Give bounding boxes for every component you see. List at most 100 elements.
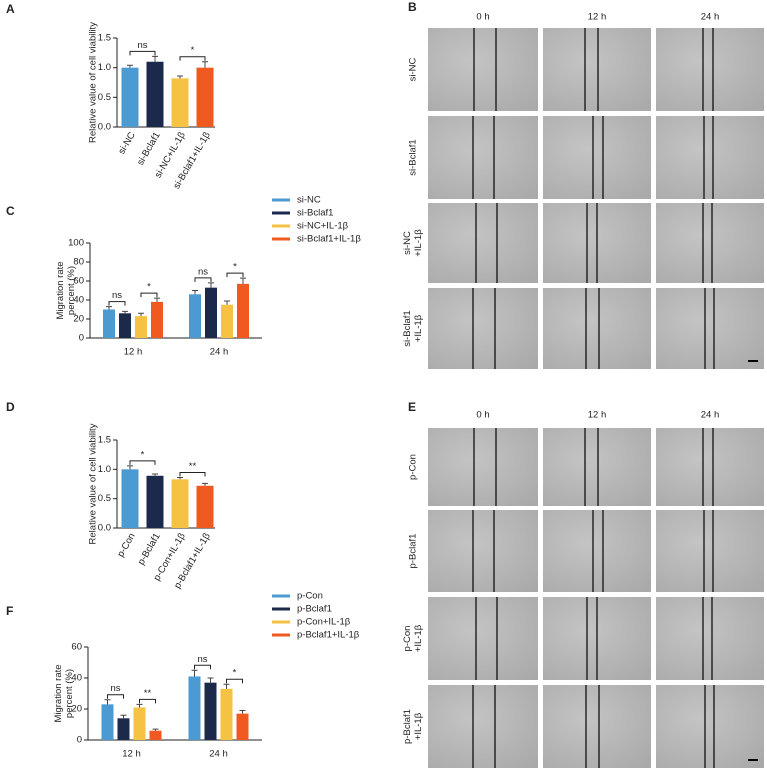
significance-bracket: [194, 277, 212, 282]
bar: [171, 479, 189, 528]
y-tick-label: 0.0: [98, 122, 111, 133]
significance-bracket: [108, 301, 126, 306]
y-tick-label: 0.5: [98, 92, 111, 103]
bar: [189, 294, 201, 338]
significance-label: ns: [198, 266, 208, 277]
significance-bracket: [139, 698, 156, 704]
bar: [133, 707, 146, 740]
bar: [121, 469, 139, 528]
y-tick-label: 1.5: [98, 435, 111, 446]
error-bar: [208, 282, 214, 288]
bar: [117, 718, 130, 740]
x-tick-label: 12 h: [122, 749, 141, 760]
error-bar: [154, 297, 160, 302]
legend-label: si-NC+IL-1β: [297, 221, 349, 232]
column-header: 12 h: [588, 410, 607, 421]
error-bar: [120, 714, 127, 719]
error-bar: [192, 290, 198, 295]
y-tick-label: 80: [73, 257, 84, 268]
micrograph: [656, 116, 764, 199]
micrograph: [428, 116, 538, 199]
panel-letter: E: [408, 400, 416, 414]
bar: [188, 676, 201, 740]
legend-label: p-Con: [297, 591, 323, 602]
legend-label: si-NC: [297, 195, 321, 206]
error-bar: [127, 465, 133, 470]
micrograph: [428, 597, 538, 680]
significance-label: **: [189, 461, 197, 472]
significance-bracket: [140, 292, 158, 298]
row-label: p-Con: [402, 626, 413, 652]
x-tick-label: 24 h: [210, 347, 229, 358]
column-header: 12 h: [588, 12, 607, 23]
significance-label: ns: [110, 683, 120, 694]
bar: [121, 67, 139, 127]
significance-label: *: [147, 282, 151, 293]
x-tick-label: p-Con: [115, 531, 137, 559]
significance-bracket: [226, 272, 244, 278]
bar: [149, 730, 162, 740]
bar: [119, 313, 131, 338]
y-tick-label: 0.0: [98, 523, 111, 534]
column-header: 24 h: [701, 410, 720, 421]
y-tick-label: 60: [71, 642, 82, 653]
y-axis-label: Migration rate: [53, 664, 64, 722]
significance-bracket: [226, 678, 243, 684]
error-bar: [191, 669, 198, 677]
y-tick-label: 1.5: [98, 33, 111, 44]
bar: [151, 301, 163, 338]
micrograph: [656, 510, 764, 592]
bar: [103, 309, 115, 338]
x-tick-label: si-Bclaf1: [135, 130, 163, 167]
micrograph: [543, 428, 651, 506]
y-axis-label: Relative value of cell viability: [88, 423, 99, 544]
micrograph: [656, 28, 764, 111]
significance-label: **: [144, 688, 152, 699]
y-tick-label: 100: [68, 238, 84, 249]
panel-letter: A: [6, 2, 15, 16]
bar: [220, 688, 233, 740]
significance-label: *: [191, 45, 195, 56]
bar: [236, 713, 249, 740]
micrograph: [428, 28, 538, 111]
significance-bracket: [107, 694, 124, 699]
error-bar: [207, 677, 214, 683]
micrograph: [428, 428, 538, 506]
bar: [101, 704, 114, 740]
micrograph: [656, 685, 764, 768]
error-bar: [239, 710, 246, 714]
error-bar: [152, 473, 158, 476]
significance-label: *: [233, 668, 237, 679]
significance-bracket: [179, 56, 206, 61]
row-label: +IL-1β: [413, 314, 424, 342]
legend-label: si-Bclaf1+IL-1β: [297, 234, 361, 245]
y-axis-label: percent (%): [66, 266, 77, 315]
error-bar: [138, 312, 144, 317]
row-label: p-Con: [408, 454, 419, 480]
error-bar: [106, 306, 112, 310]
micrograph: [543, 510, 651, 592]
bar: [204, 682, 217, 740]
y-tick-label: 0.5: [98, 493, 111, 504]
bar: [205, 287, 217, 338]
significance-bracket: [194, 664, 211, 670]
legend-label: p-Con+IL-1β: [297, 617, 351, 628]
row-label: si-NC: [402, 231, 413, 255]
error-bar: [177, 477, 183, 480]
row-label: si-Bclaf1: [402, 310, 413, 346]
row-label: si-NC: [408, 57, 419, 81]
legend-label: p-Bclaf1: [297, 604, 332, 615]
micrograph: [656, 288, 764, 369]
row-label: +IL-1β: [413, 229, 424, 257]
y-tick-label: 40: [73, 295, 84, 306]
error-bar: [223, 683, 230, 689]
micrograph: [656, 597, 764, 680]
row-label: +IL-1β: [413, 712, 424, 740]
bar: [196, 485, 214, 528]
error-bar: [122, 310, 128, 314]
bar: [196, 67, 214, 127]
y-tick-label: 1.0: [98, 464, 111, 475]
x-tick-label: p-Bclaf1: [136, 531, 163, 567]
significance-bracket: [129, 50, 156, 56]
